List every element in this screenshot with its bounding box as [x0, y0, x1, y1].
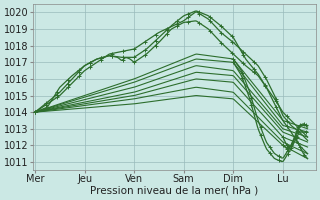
X-axis label: Pression niveau de la mer( hPa ): Pression niveau de la mer( hPa ) [90, 186, 259, 196]
